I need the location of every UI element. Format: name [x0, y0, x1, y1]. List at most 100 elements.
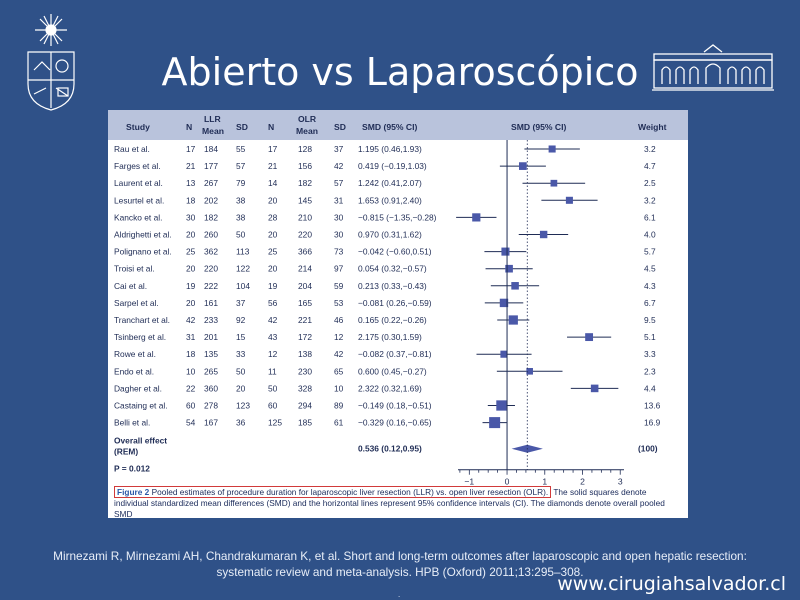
caption-boxed-text: Pooled estimates of procedure duration f… [151, 487, 549, 497]
study-n-olr: 12 [268, 349, 278, 359]
study-smd-marker [505, 264, 513, 273]
study-n-llr: 17 [186, 144, 196, 154]
study-mean-llr: 267 [204, 178, 218, 188]
study-name: Rowe et al. [114, 349, 156, 359]
study-name: Laurent et al. [114, 178, 163, 188]
study-name: Kancko et al. [114, 212, 162, 222]
x-tick-label: −1 [464, 477, 474, 486]
study-sd-llr: 57 [236, 161, 246, 171]
study-smd-ci: 1.653 (0.91,2.40) [358, 195, 422, 205]
study-smd-marker [548, 145, 556, 153]
study-n-llr: 22 [186, 383, 196, 393]
header-smd-ci: SMD (95% CI) [362, 122, 418, 132]
study-name: Polignano et al. [114, 247, 172, 257]
study-n-llr: 18 [186, 349, 196, 359]
header-sd-llr: SD [236, 122, 248, 132]
study-mean-olr: 128 [298, 144, 312, 154]
study-weight: 5.7 [644, 247, 656, 257]
study-weight: 6.7 [644, 298, 656, 308]
study-sd-llr: 113 [236, 247, 250, 257]
study-mean-llr: 202 [204, 195, 218, 205]
study-n-olr: 20 [268, 230, 278, 240]
study-smd-marker [496, 400, 507, 411]
table-header-band [108, 110, 688, 140]
study-sd-olr: 59 [334, 281, 344, 291]
study-n-olr: 50 [268, 383, 278, 393]
study-mean-olr: 138 [298, 349, 312, 359]
study-sd-olr: 73 [334, 247, 344, 257]
study-name: Rau et al. [114, 144, 150, 154]
study-sd-llr: 15 [236, 332, 246, 342]
study-sd-olr: 10 [334, 383, 344, 393]
overall-model: (REM) [114, 447, 138, 457]
website-link[interactable]: www.cirugiahsalvador.cl [557, 573, 786, 595]
study-sd-llr: 123 [236, 401, 250, 411]
study-mean-llr: 222 [204, 281, 218, 291]
citation: Mirnezami R, Mirnezami AH, Chandrakumara… [0, 548, 800, 580]
study-sd-llr: 92 [236, 315, 246, 325]
study-n-olr: 43 [268, 332, 278, 342]
study-sd-llr: 50 [236, 230, 246, 240]
study-n-llr: 19 [186, 281, 196, 291]
header-mean-olr: Mean [296, 126, 318, 136]
university-crest-logo [22, 12, 80, 112]
study-mean-llr: 233 [204, 315, 218, 325]
study-name: Sarpel et al. [114, 298, 159, 308]
study-name: Endo et al. [114, 366, 154, 376]
study-smd-ci: −0.042 (−0.60,0.51) [358, 247, 432, 257]
study-mean-llr: 360 [204, 383, 218, 393]
study-smd-marker [526, 368, 533, 375]
study-n-llr: 30 [186, 212, 196, 222]
study-smd-ci: 2.175 (0.30,1.59) [358, 332, 422, 342]
slide-title: Abierto vs Laparoscópico [161, 50, 639, 94]
study-n-olr: 60 [268, 401, 278, 411]
study-smd-ci: −0.329 (0.16,−0.65) [358, 418, 432, 428]
study-name: Tranchart et al. [114, 315, 170, 325]
study-mean-llr: 161 [204, 298, 218, 308]
x-tick-label: 1 [542, 477, 547, 486]
study-mean-llr: 362 [204, 247, 218, 257]
study-n-olr: 21 [268, 161, 278, 171]
study-n-llr: 20 [186, 230, 196, 240]
overall-weight: (100) [638, 444, 658, 454]
study-weight: 4.4 [644, 383, 656, 393]
study-mean-olr: 185 [298, 418, 312, 428]
study-n-olr: 20 [268, 195, 278, 205]
study-smd-marker [501, 247, 510, 256]
study-smd-ci: 1.242 (0.41,2.07) [358, 178, 422, 188]
study-smd-ci: 1.195 (0.46,1.93) [358, 144, 422, 154]
study-smd-marker [550, 179, 558, 187]
study-weight: 6.1 [644, 212, 656, 222]
study-weight: 9.5 [644, 315, 656, 325]
study-n-llr: 20 [186, 264, 196, 274]
study-smd-ci: 0.419 (−0.19,1.03) [358, 161, 427, 171]
study-name: Farges et al. [114, 161, 161, 171]
study-weight: 5.1 [644, 332, 656, 342]
study-mean-llr: 220 [204, 264, 218, 274]
header-study: Study [126, 122, 150, 132]
study-sd-olr: 31 [334, 195, 344, 205]
study-name: Cai et al. [114, 281, 147, 291]
study-mean-llr: 135 [204, 349, 218, 359]
caption-rest-text: The solid squares denote individual stan… [114, 487, 665, 519]
study-smd-ci: −0.081 (0.26,−0.59) [358, 298, 432, 308]
study-n-llr: 13 [186, 178, 196, 188]
study-n-olr: 56 [268, 298, 278, 308]
study-n-llr: 54 [186, 418, 196, 428]
study-sd-olr: 12 [334, 332, 344, 342]
study-weight: 16.9 [644, 418, 661, 428]
header-olr: OLR [298, 114, 317, 124]
x-tick-label: 2 [580, 477, 585, 486]
study-name: Troisi et al. [114, 264, 155, 274]
study-sd-llr: 33 [236, 349, 246, 359]
forest-plot-figure: Study N LLR Mean SD N OLR Mean SD SMD (95% CI) SMD… [108, 110, 688, 519]
study-mean-olr: 220 [298, 230, 312, 240]
study-smd-ci: 0.213 (0.33,−0.43) [358, 281, 427, 291]
header-sd-olr: SD [334, 122, 346, 132]
study-sd-olr: 97 [334, 264, 344, 274]
header-n-llr: N [186, 122, 192, 132]
study-smd-ci: −0.149 (0.18,−0.51) [358, 401, 432, 411]
study-smd-ci: 0.165 (0.22,−0.26) [358, 315, 427, 325]
study-n-llr: 10 [186, 366, 196, 376]
study-n-olr: 14 [268, 178, 278, 188]
